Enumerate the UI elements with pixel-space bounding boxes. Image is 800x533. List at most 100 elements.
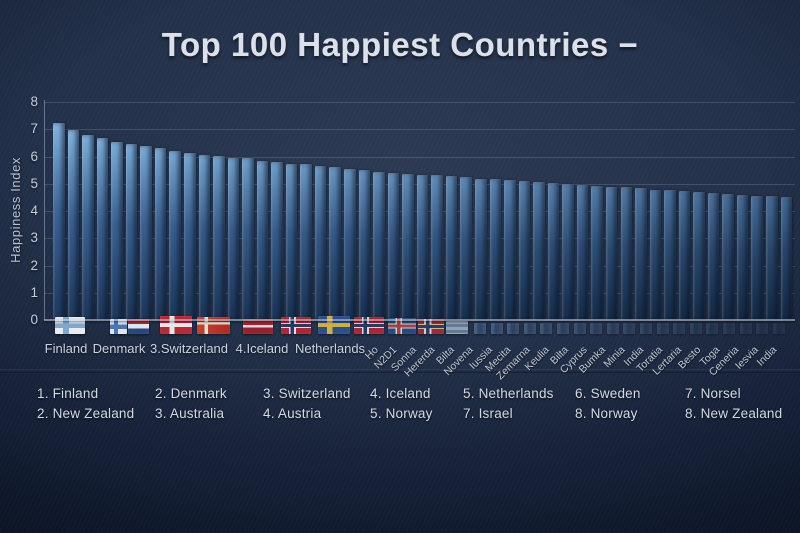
bar	[635, 188, 647, 320]
gridline	[44, 129, 795, 131]
bar	[751, 195, 763, 320]
bar	[82, 135, 94, 320]
legend-item: 7. Israel	[463, 406, 513, 421]
bar	[547, 183, 560, 320]
legend-item: 1. Finland	[37, 386, 99, 401]
norway-emblem-flag-icon	[418, 319, 444, 334]
bar	[402, 173, 414, 320]
bar	[591, 185, 603, 320]
bar	[431, 175, 443, 320]
legend-item: 5. Netherlands	[463, 386, 554, 401]
bar	[445, 176, 458, 320]
faded-flag-icon	[540, 323, 553, 334]
faded-flag-icon	[507, 323, 520, 334]
bar	[489, 179, 502, 320]
finland-small-flag-icon	[110, 319, 127, 334]
legend-item: 2. Denmark	[155, 386, 227, 401]
faded-flag-icon	[590, 323, 603, 334]
bar	[271, 162, 283, 320]
faded-flag-icon	[523, 323, 536, 334]
faded-flag-icon	[474, 323, 486, 334]
gridline	[44, 156, 795, 158]
faded-flag-icon	[490, 323, 503, 334]
bar	[184, 152, 196, 320]
faded-flag-icon	[606, 323, 619, 334]
bar	[111, 141, 123, 320]
x-tick-label: Denmark	[92, 341, 146, 356]
faded-flag-icon	[706, 323, 719, 334]
x-tick-label-rotated: India	[754, 344, 780, 369]
bar	[96, 138, 109, 320]
faded-flag-icon	[756, 323, 769, 334]
faded-flag-icon	[673, 323, 686, 334]
bar	[460, 177, 472, 320]
x-tick-label: Netherlands	[294, 341, 366, 356]
bar	[504, 180, 516, 320]
y-tick-label: 6	[30, 148, 38, 164]
legend-item: 6. Sweden	[575, 386, 641, 401]
bar	[576, 184, 589, 320]
faded-flag-icon	[689, 323, 702, 334]
bar	[678, 191, 691, 320]
legend-item: 3. Australia	[155, 406, 225, 421]
legend-item: 7. Norsel	[685, 386, 741, 401]
bar	[707, 192, 720, 320]
x-axis-line	[44, 319, 795, 321]
bar	[533, 182, 545, 320]
y-tick-label: 1	[30, 284, 38, 300]
bar	[198, 154, 211, 320]
y-tick-label: 0	[30, 312, 38, 327]
bar	[227, 158, 240, 320]
legend-item: 2. New Zealand	[37, 406, 135, 421]
bar	[300, 163, 312, 320]
shelf-divider	[0, 369, 800, 373]
finland-flag-icon	[55, 317, 85, 334]
legend-item: 8. New Zealand	[685, 406, 783, 421]
gridline	[44, 102, 795, 103]
legend-item: 5. Norway	[370, 406, 433, 421]
bar	[358, 170, 371, 320]
y-tick-label: 7	[30, 121, 38, 137]
bar	[766, 196, 778, 320]
faded-flag-icon	[573, 323, 586, 334]
bar	[562, 184, 574, 320]
y-tick-label: 5	[30, 175, 38, 191]
bar	[605, 186, 618, 320]
bar	[736, 194, 749, 320]
iceland-flag-icon	[388, 318, 416, 334]
bar	[314, 166, 327, 320]
faded-flag-icon	[640, 323, 652, 334]
bar	[169, 150, 181, 320]
y-tick-label: 4	[30, 203, 38, 218]
bar	[213, 155, 225, 320]
bar	[475, 178, 487, 320]
denmark-emblem-flag-icon	[197, 317, 230, 334]
legend-item: 3. Switzerland	[263, 386, 351, 401]
greece-flag-icon	[446, 321, 468, 334]
bar	[518, 181, 531, 320]
x-tick-label: Finland	[44, 341, 88, 356]
bar	[373, 171, 385, 320]
bar	[242, 158, 254, 320]
chart-title: Top 100 Happiest Countries −	[161, 26, 639, 63]
austria-flag-icon	[243, 319, 273, 334]
bar	[387, 172, 400, 320]
netherlands-flag-icon	[128, 319, 149, 334]
x-tick-label: 4.Iceland	[235, 341, 289, 356]
bar	[329, 167, 341, 320]
y-tick-label: 3	[30, 230, 38, 246]
faded-flag-icon	[772, 323, 785, 334]
bar	[620, 187, 633, 320]
bar	[154, 148, 167, 320]
legend-item: 4. Austria	[263, 406, 322, 421]
bar	[285, 163, 298, 320]
faded-flag-icon	[623, 323, 636, 334]
y-axis-line	[44, 100, 45, 320]
x-tick-label: 3.Switzerland	[149, 341, 229, 356]
bar	[125, 144, 138, 320]
y-tick-label: 2	[30, 257, 38, 273]
y-tick-label: 8	[30, 94, 38, 109]
bar	[722, 193, 734, 320]
faded-flag-icon	[723, 323, 735, 334]
